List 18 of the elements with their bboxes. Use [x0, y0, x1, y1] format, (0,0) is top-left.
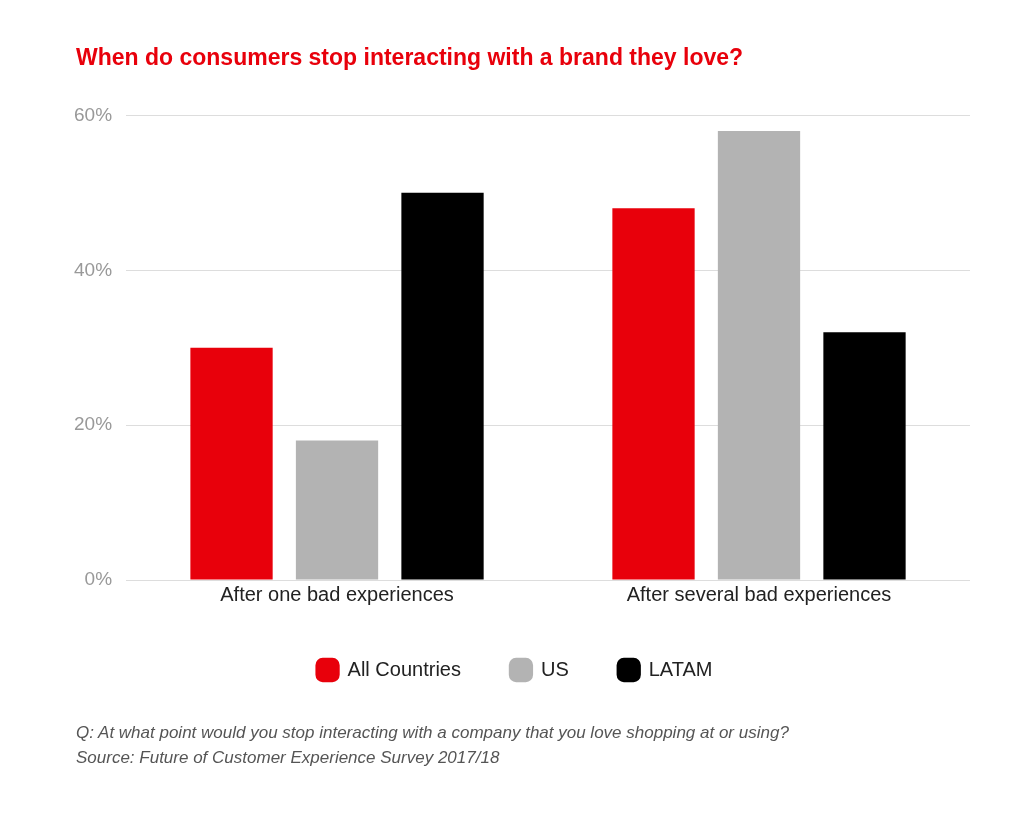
legend-label: All Countries — [347, 657, 461, 680]
bar — [295, 440, 379, 580]
chart-title: When do consumers stop interacting with a brand they love? — [76, 44, 744, 71]
bar — [612, 208, 695, 580]
y-tick-label: 60% — [74, 103, 113, 125]
source-note: Source: Future of Customer Experience Survey 2017/18 — [76, 747, 501, 769]
y-tick-label: 20% — [74, 413, 113, 435]
x-tick-label: After one bad experiences — [220, 582, 454, 605]
legend-label: LATAM — [648, 657, 713, 680]
y-tick-label: 40% — [74, 258, 113, 280]
bar — [717, 130, 801, 580]
bar — [823, 332, 906, 580]
text: Q: At what point would you stop interacting with a company that you love shopping at or using? — [76, 722, 789, 744]
x-tick-label: After several bad experiences — [626, 582, 892, 605]
y-tick-label: 0% — [84, 568, 113, 590]
bar — [190, 347, 273, 580]
legend-label: US — [540, 657, 569, 680]
bar — [401, 192, 484, 580]
